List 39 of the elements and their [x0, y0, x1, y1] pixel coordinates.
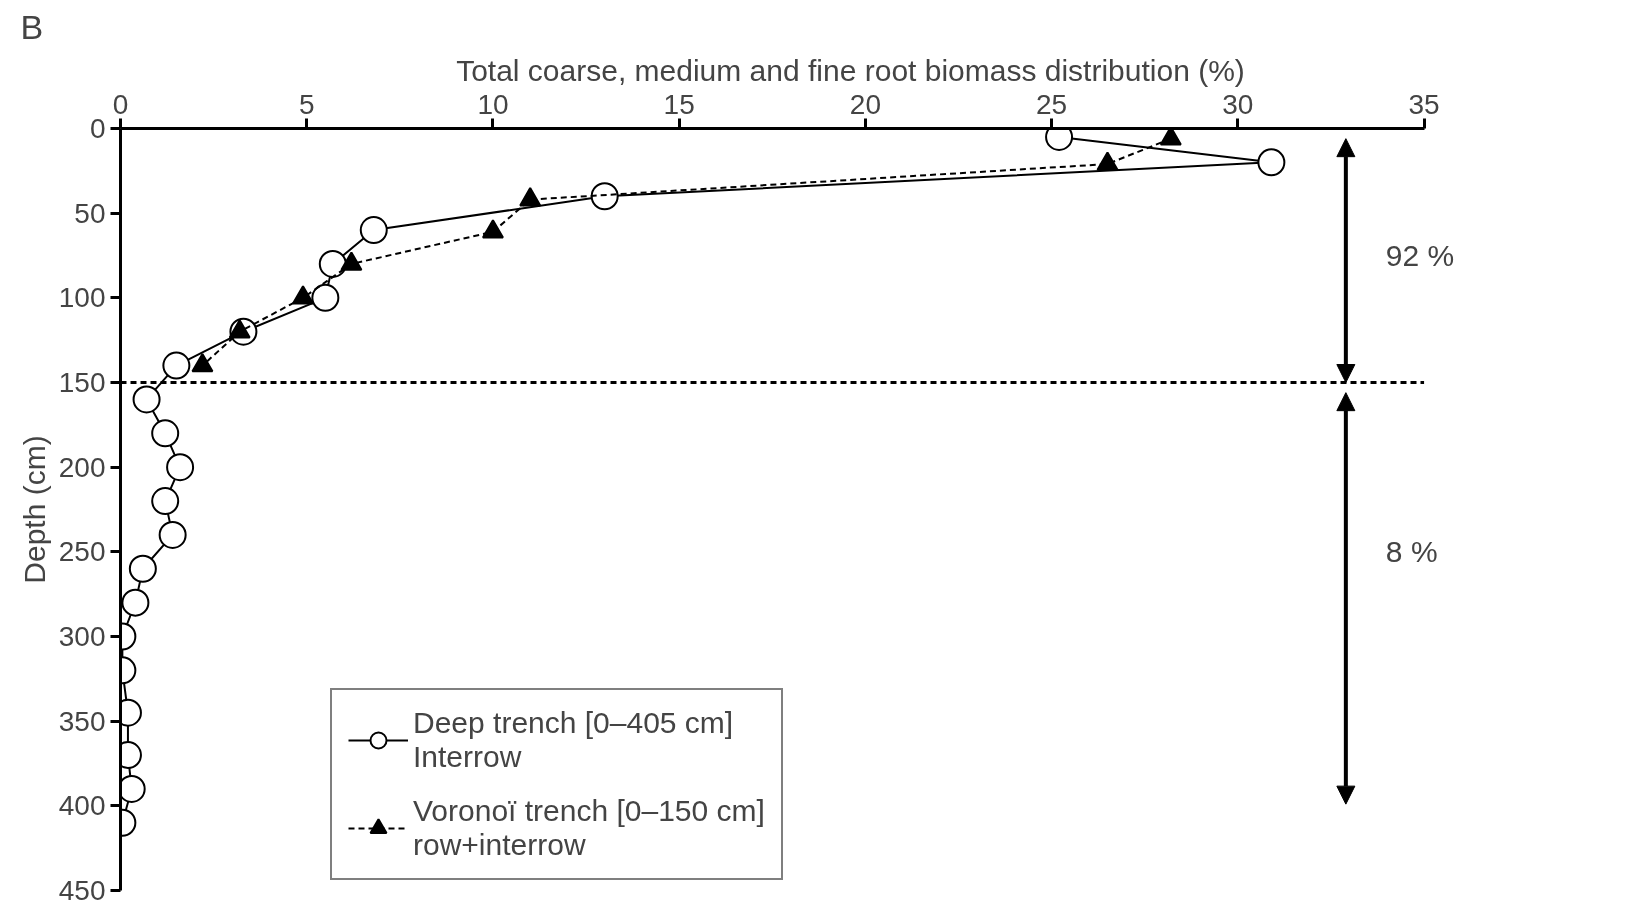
- y-tick-label: 400: [58, 790, 106, 822]
- y-tick-label: 450: [58, 875, 106, 906]
- point: [162, 351, 191, 380]
- y-tick-label: 150: [58, 367, 106, 398]
- annotation: 92 %: [1385, 239, 1455, 272]
- text: B: [20, 7, 44, 46]
- x-tick-label: 15: [663, 88, 695, 120]
- point: [1159, 128, 1182, 146]
- x-tick-label: 5: [298, 88, 315, 120]
- point: [151, 487, 180, 516]
- y-tick-label: 100: [58, 282, 106, 314]
- point: [318, 249, 347, 278]
- y-tick-label: 350: [58, 705, 106, 737]
- x-tick-label: 10: [477, 88, 509, 120]
- y-tick-label: 0: [89, 113, 106, 144]
- point: [151, 419, 180, 448]
- point: [590, 182, 619, 211]
- annotation: 8 %: [1385, 534, 1438, 568]
- point: [166, 453, 195, 482]
- y-tick-label: 200: [58, 451, 106, 483]
- y-axis-title: Depth (cm): [17, 435, 51, 584]
- point: [132, 385, 161, 414]
- x-axis-title: Total coarse, medium and fine root biomass distribution (%): [456, 53, 1245, 87]
- y-tick-label: 250: [58, 536, 106, 568]
- point: [1257, 148, 1286, 177]
- y-tick-label: 50: [74, 197, 106, 229]
- point: [158, 520, 187, 549]
- x-tick-label: 35: [1408, 88, 1440, 120]
- y-tick-label: 300: [58, 621, 106, 652]
- x-tick-label: 25: [1036, 88, 1068, 120]
- x-tick-label: 30: [1222, 88, 1254, 120]
- legend-label: Voronoï trench [0–150 cm] row+interrow: [413, 794, 765, 862]
- legend-label: Deep trench [0–405 cm] Interrow: [413, 706, 734, 774]
- point: [311, 283, 340, 312]
- point: [121, 588, 150, 617]
- point: [359, 216, 388, 245]
- x-tick-label: 20: [849, 88, 881, 120]
- point: [128, 554, 157, 583]
- x-tick-label: 0: [112, 88, 129, 120]
